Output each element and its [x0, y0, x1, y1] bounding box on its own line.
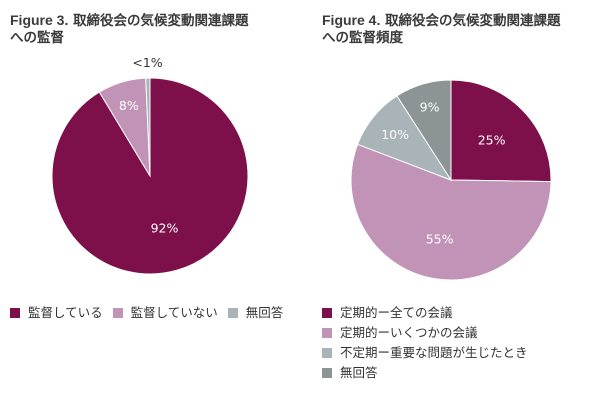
legend-swatch — [227, 308, 238, 318]
legend-figure-3: 監督している 監督していない 無回答 — [10, 303, 293, 323]
legend-label: 無回答 — [340, 365, 378, 380]
legend-item: 監督している — [10, 303, 103, 323]
title-line-2: への監督頻度 — [322, 30, 403, 46]
title-line-1: 取締役会の気候変動関連課題 — [385, 13, 561, 29]
legend-label: 監督している — [28, 305, 103, 320]
legend-item: 定期的ーいくつかの会議 — [322, 323, 528, 343]
legend-item: 不定期ー重要な問題が生じたとき — [322, 343, 528, 363]
legend-item: 定期的ー全ての会議 — [322, 303, 528, 323]
figure-number: Figure 3. — [10, 12, 69, 28]
legend-label: 不定期ー重要な問題が生じたとき — [340, 345, 528, 360]
chart-title-figure-4: Figure 4. 取締役会の気候変動関連課題 への監督頻度 — [322, 12, 612, 47]
slice-label: 92% — [151, 220, 179, 235]
legend-swatch — [322, 308, 332, 318]
pie-slice — [396, 79, 452, 182]
slice-label: 9% — [420, 100, 440, 115]
slice-label: 25% — [478, 133, 506, 148]
figure-number: Figure 4. — [322, 12, 381, 28]
legend-item: 監督していない — [112, 303, 218, 323]
title-line-2: への監督 — [10, 30, 64, 46]
legend-label: 定期的ーいくつかの会議 — [340, 325, 478, 340]
chart-title-figure-3: Figure 3. 取締役会の気候変動関連課題 への監督 — [10, 12, 300, 47]
legend-figure-4: 定期的ー全ての会議定期的ーいくつかの会議不定期ー重要な問題が生じたとき 無回答 — [322, 303, 528, 383]
slice-label: <1% — [132, 55, 162, 70]
legend-swatch — [322, 328, 332, 338]
pie-slice — [350, 143, 552, 281]
title-line-1: 取締役会の気候変動関連課題 — [73, 13, 249, 29]
slice-label: 8% — [119, 98, 139, 113]
legend-label: 監督していない — [130, 305, 218, 320]
legend-label: 無回答 — [245, 305, 284, 320]
legend-item: 無回答 — [227, 303, 284, 323]
legend-item: 無回答 — [322, 363, 528, 383]
legend-swatch — [322, 368, 332, 378]
legend-swatch — [10, 308, 20, 318]
legend-swatch — [112, 308, 123, 318]
pie-slice — [450, 79, 552, 183]
pie-slice — [145, 77, 151, 177]
slice-label: 10% — [381, 127, 409, 142]
legend-label: 定期的ー全ての会議 — [340, 305, 453, 320]
legend-swatch — [322, 348, 332, 358]
slice-label: 55% — [426, 231, 454, 246]
